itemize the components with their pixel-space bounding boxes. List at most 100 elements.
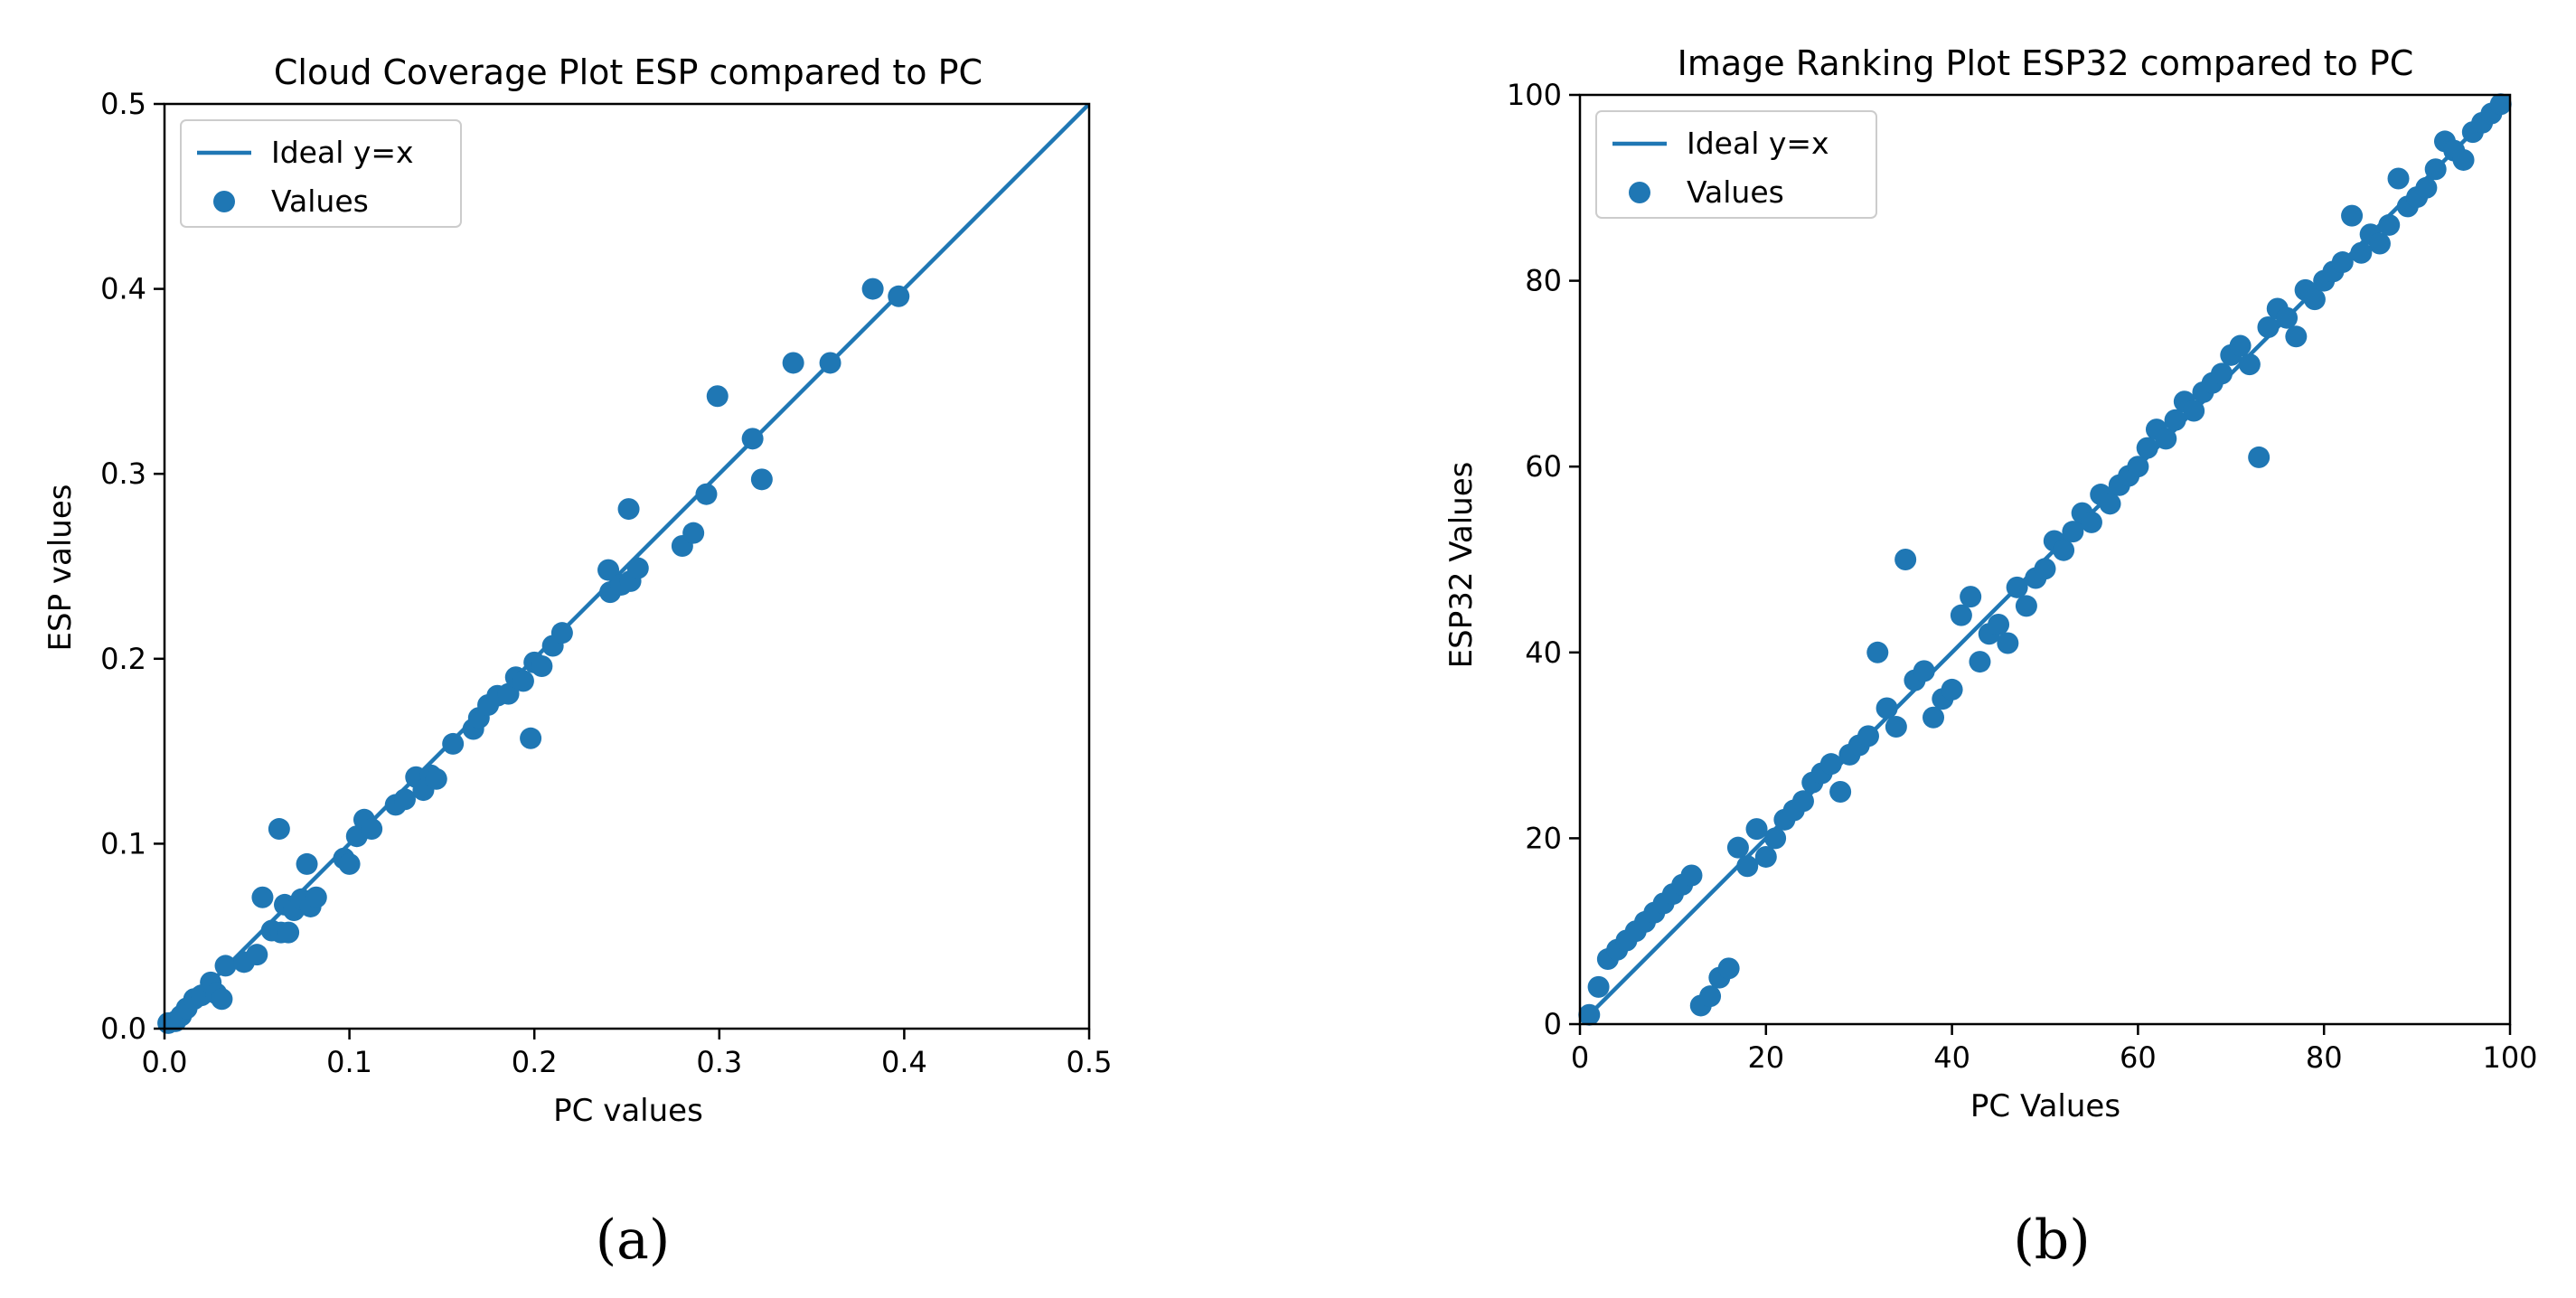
- chart-panel-a: Cloud Coverage Plot ESP compared to PC 0…: [42, 52, 1112, 1272]
- chart-b-xlabel: PC Values: [1970, 1088, 2120, 1124]
- chart-a-data-point: [819, 352, 841, 374]
- panel-label-b: (b): [2013, 1209, 2090, 1272]
- chart-b-data-point: [1969, 651, 1991, 673]
- chart-b-legend: Ideal y=x Values: [1595, 110, 1877, 219]
- chart-a-data-point: [442, 732, 465, 755]
- chart-b-data-point: [2368, 232, 2391, 255]
- chart-a-data-point: [626, 557, 649, 579]
- chart-a-data-point: [695, 483, 718, 505]
- chart-b-data-point: [2229, 334, 2252, 357]
- chart-b-data-point: [2183, 400, 2205, 422]
- chart-a-data-point: [214, 955, 237, 977]
- chart-b-data-point: [1726, 836, 1749, 859]
- chart-a-data-point: [425, 767, 447, 790]
- chart-a-data-point: [296, 852, 318, 875]
- chart-a-data-point: [888, 285, 910, 307]
- chart-b-data-point: [2341, 204, 2364, 227]
- chart-b-data-point: [2211, 362, 2233, 385]
- chart-a-y-tick-label: 0.1: [100, 826, 146, 861]
- chart-b-data-point: [1913, 660, 1935, 682]
- chart-a-y-tick-label: 0.0: [100, 1011, 146, 1046]
- chart-a-plot-area: 0.0 0.1 0.2 0.3 0.4 0.5 0.0 0.1 0.2 0.3 0.4 0.5 Idea…: [100, 87, 1112, 1079]
- chart-b-legend-label-values: Values: [1687, 174, 1784, 210]
- chart-b-data-point: [1699, 985, 1722, 1008]
- chart-b-data-point: [1866, 641, 1889, 663]
- chart-b-data-point: [2452, 148, 2475, 171]
- chart-b-data-point: [1988, 613, 2010, 635]
- chart-b-y-tick-label: 0: [1544, 1007, 1562, 1041]
- chart-b-data-point: [1680, 864, 1703, 887]
- chart-a-ylabel: ESP values: [42, 484, 79, 652]
- chart-b-data-point: [1745, 818, 1768, 841]
- chart-b-legend-label-ideal: Ideal y=x: [1687, 126, 1829, 161]
- chart-b-data-point: [1764, 827, 1787, 850]
- chart-b-data-point: [2303, 288, 2326, 311]
- chart-b-data-point: [2164, 409, 2186, 431]
- chart-a-data-point: [338, 852, 361, 875]
- chart-a-y-tick-label: 0.2: [100, 642, 146, 676]
- chart-b-x-tick-label: 0: [1571, 1040, 1589, 1075]
- chart-b-legend-box: [1595, 110, 1877, 219]
- chart-b-y-tick-label: 60: [1525, 449, 1562, 484]
- chart-b-data-point: [1894, 549, 1917, 570]
- chart-a-data-point: [520, 727, 542, 749]
- chart-a-y-tick-label: 0.5: [100, 87, 146, 121]
- chart-a-data-point: [497, 682, 520, 705]
- chart-a-data-point: [361, 818, 383, 841]
- chart-b-x-tick-label: 60: [2120, 1040, 2157, 1075]
- chart-b-y-tick-label: 20: [1525, 821, 1562, 855]
- chart-a-x-tick-label: 0.5: [1067, 1045, 1113, 1079]
- chart-b-data-point: [1578, 1003, 1601, 1026]
- chart-b-data-point: [2080, 511, 2102, 533]
- chart-a-data-point: [277, 921, 300, 944]
- chart-b-data-point: [2489, 93, 2512, 116]
- chart-b-data-point: [2127, 456, 2149, 478]
- chart-b-data-point: [1736, 855, 1759, 878]
- chart-b-ylabel: ESP32 Values: [1443, 462, 1480, 669]
- chart-b-data-point: [2248, 446, 2270, 468]
- chart-b-data-point: [1941, 678, 1963, 701]
- chart-a-data-point: [597, 559, 620, 581]
- chart-b-plot-area: 0 20 40 60 80 100 0 20 40 60 80 100 Ideal y=x Values: [1507, 78, 2538, 1075]
- chart-a-data-point: [706, 385, 729, 408]
- chart-a-x-tick-label: 0.1: [326, 1045, 372, 1079]
- chart-b-y-tick-label: 40: [1525, 635, 1562, 670]
- chart-b-legend-marker-icon: [1629, 182, 1650, 203]
- chart-b-data-point: [2238, 353, 2261, 376]
- chart-a-axes-frame: [163, 102, 1091, 1030]
- chart-b-y-tick-label: 100: [1507, 78, 1562, 112]
- chart-a-data-point: [550, 622, 573, 644]
- chart-b-data-point: [1857, 725, 1879, 748]
- chart-b-x-tick-label: 80: [2306, 1040, 2343, 1075]
- chart-b-data-point: [1950, 604, 1972, 626]
- chart-b-data-point: [2155, 428, 2177, 450]
- chart-b-data-point: [1717, 957, 1740, 980]
- chart-b-data-point: [2099, 493, 2121, 515]
- chart-a-xlabel: PC values: [553, 1093, 703, 1129]
- chart-b-data-point: [1960, 586, 1982, 608]
- chart-b-data-point: [1754, 845, 1777, 868]
- chart-a-title: Cloud Coverage Plot ESP compared to PC: [274, 52, 982, 92]
- chart-b-data-point: [2415, 176, 2438, 199]
- chart-a-data-point: [741, 428, 764, 450]
- chart-a-data-point: [211, 988, 233, 1011]
- chart-b-data-point: [2006, 576, 2028, 598]
- chart-b-data-point: [1876, 697, 1898, 720]
- chart-b-data-point: [2331, 251, 2354, 274]
- chart-b-data-point: [2062, 521, 2084, 543]
- chart-b-data-point: [1829, 781, 1852, 803]
- chart-b-data-point: [1791, 790, 1814, 813]
- chart-b-data-point: [1923, 706, 1945, 729]
- chart-b-title: Image Ranking Plot ESP32 compared to PC: [1678, 43, 2414, 83]
- chart-a-y-tick-label: 0.4: [100, 272, 146, 306]
- chart-b-data-point: [2378, 213, 2401, 236]
- chart-b-data-point: [2424, 158, 2447, 181]
- chart-a-legend-label-values: Values: [271, 183, 369, 219]
- chart-b-data-point: [1819, 753, 1842, 776]
- chart-a-x-tick-label: 0.0: [142, 1045, 188, 1079]
- chart-b-data-point: [2015, 595, 2037, 617]
- chart-b-x-tick-label: 40: [1933, 1040, 1970, 1075]
- chart-a-data-point: [251, 886, 274, 908]
- chart-b-data-point: [1885, 716, 1907, 738]
- chart-b-data-point: [2053, 539, 2075, 561]
